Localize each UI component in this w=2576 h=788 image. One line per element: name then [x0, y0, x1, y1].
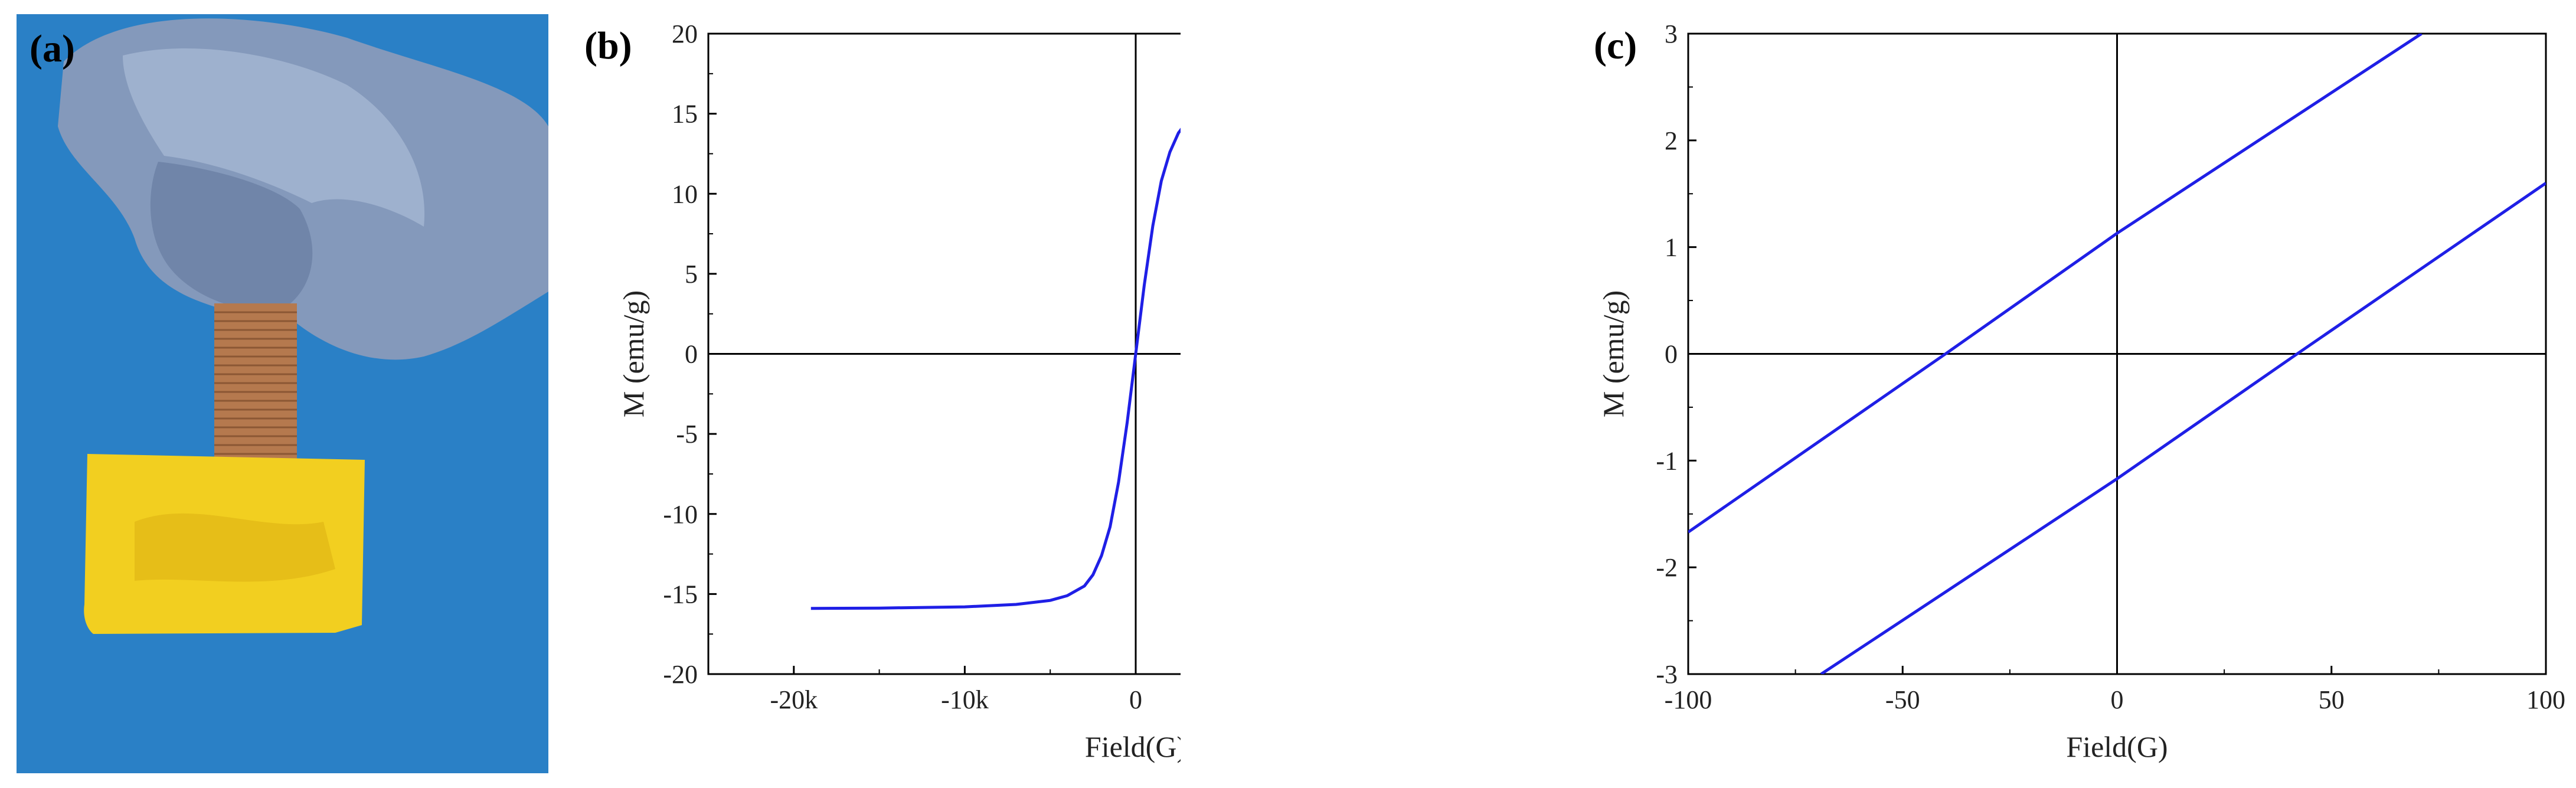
- y-tick-label-b: -10: [663, 500, 698, 529]
- x-tick-label-c: -100: [1665, 685, 1712, 714]
- x-tick-label-c: 0: [2111, 685, 2124, 714]
- copper-coil: [214, 303, 297, 475]
- y-tick-label-b: 0: [685, 340, 698, 369]
- glove-highlight: [123, 48, 425, 227]
- panel-label-b: (b): [584, 24, 632, 67]
- y-tick-label-b: -15: [663, 580, 698, 609]
- y-tick-label-b: 10: [672, 179, 698, 208]
- y-tick-label-b: -5: [676, 420, 698, 449]
- sample-photo: [17, 14, 548, 773]
- series-line-c-1: [1688, 34, 2423, 534]
- y-tick-label-b: -20: [663, 660, 698, 689]
- panel-label-a: (a): [30, 27, 75, 70]
- y-tick-label-c: -2: [1656, 553, 1678, 582]
- sample-shading: [135, 513, 335, 582]
- y-tick-label-c: 2: [1665, 126, 1678, 155]
- y-tick-label-c: -3: [1656, 660, 1678, 689]
- y-tick-label-c: 3: [1665, 19, 1678, 48]
- y-axis-title-c: M (emu/g): [1597, 290, 1630, 417]
- chart-b: -20k-10k010k20k-20-15-10-505101520Field(…: [617, 19, 1181, 763]
- series-line-c-2: [1820, 182, 2546, 674]
- x-axis-title-b: Field(G): [1085, 730, 1181, 763]
- y-tick-label-c: 0: [1665, 340, 1678, 369]
- y-tick-label-b: 20: [672, 19, 698, 48]
- x-tick-label-b: -20k: [770, 685, 818, 714]
- y-tick-label-b: 5: [685, 260, 698, 289]
- coil-windings: [214, 311, 297, 464]
- x-tick-label-b: 0: [1129, 685, 1142, 714]
- x-tick-label-c: 50: [2319, 685, 2345, 714]
- y-tick-label-c: 1: [1665, 233, 1678, 262]
- glove-finger: [150, 162, 313, 310]
- x-tick-label-c: -50: [1885, 685, 1920, 714]
- y-tick-label-c: -1: [1656, 446, 1678, 475]
- panel-label-c: (c): [1594, 24, 1637, 67]
- x-tick-label-b: -10k: [941, 685, 989, 714]
- y-axis-title-b: M (emu/g): [617, 290, 650, 417]
- x-axis-title-c: Field(G): [2066, 730, 2168, 763]
- x-tick-label-c: 100: [2526, 685, 2565, 714]
- y-tick-label-b: 15: [672, 100, 698, 129]
- series-line-b-1: [810, 127, 1181, 610]
